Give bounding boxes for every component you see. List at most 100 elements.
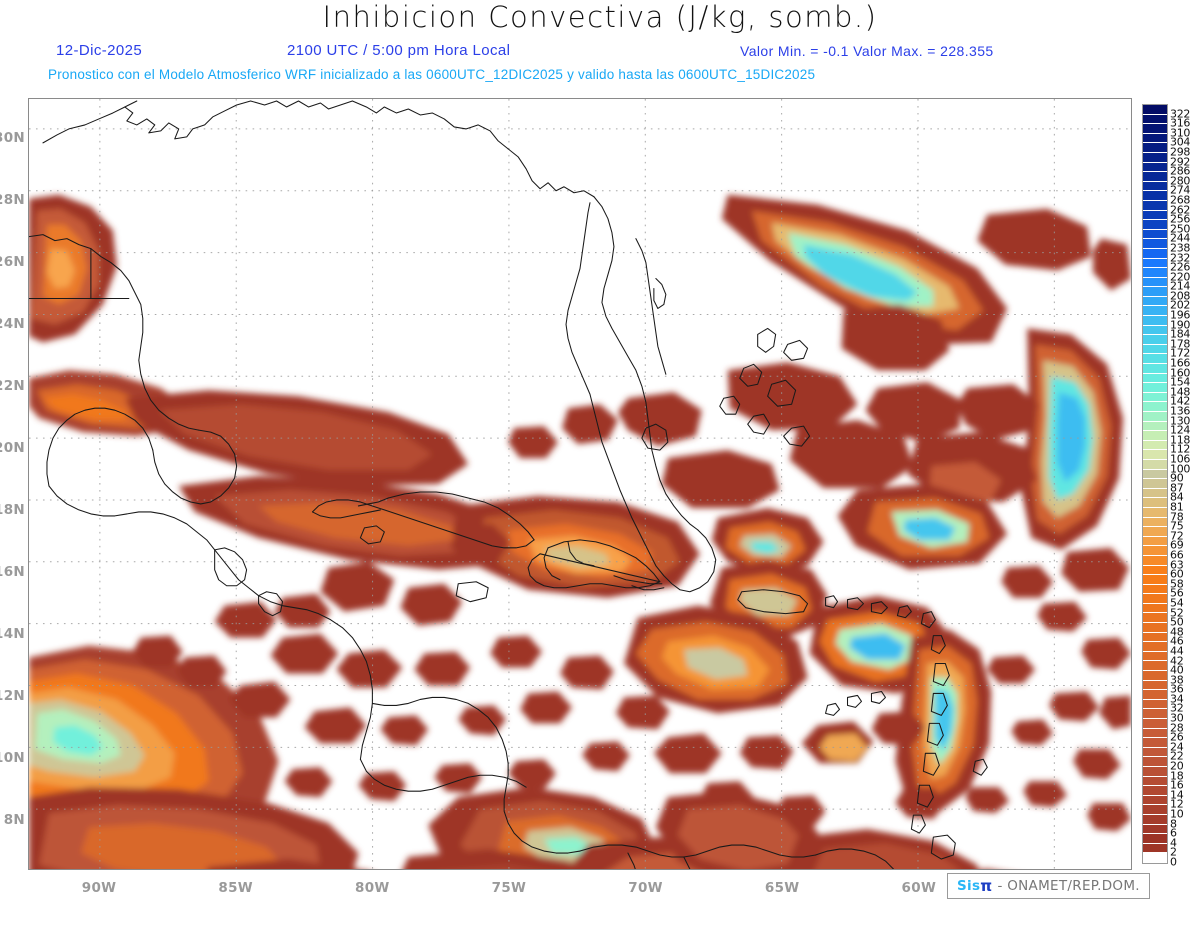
colorbar-band (1143, 105, 1167, 115)
map-canvas[interactable] (28, 98, 1132, 870)
colorbar-band (1143, 546, 1167, 556)
colorbar-band (1143, 450, 1167, 460)
colorbar-tick-label: 78 (1170, 510, 1184, 524)
colorbar-band (1143, 527, 1167, 537)
header-info-row: 12-Dic-2025 2100 UTC / 5:00 pm Hora Loca… (0, 42, 1200, 62)
colorbar-band (1143, 507, 1167, 518)
colorbar-tick-label: 190 (1170, 318, 1191, 332)
colorbar-tick-label: 160 (1170, 366, 1191, 380)
colorbar-band (1143, 316, 1167, 326)
colorbar-band (1143, 114, 1167, 125)
colorbar-tick-label: 292 (1170, 155, 1191, 169)
colorbar-tick-label: 72 (1170, 529, 1184, 543)
colorbar-tick-label: 262 (1170, 203, 1191, 217)
colorbar-band (1143, 172, 1167, 182)
colorbar-tick-label: 124 (1170, 423, 1191, 437)
colorbar-tick-label: 322 (1170, 107, 1191, 121)
colorbar-band (1143, 325, 1167, 336)
colorbar-tick-label: 10 (1170, 807, 1184, 821)
colorbar-band (1143, 766, 1167, 777)
colorbar-tick-label: 84 (1170, 490, 1184, 504)
latitude-tick: 20N (0, 440, 25, 457)
longitude-tick: 70W (628, 880, 663, 896)
colorbar-tick-label: 34 (1170, 692, 1184, 706)
colorbar-tick-label: 26 (1170, 730, 1184, 744)
latitude-tick: 30N (0, 130, 25, 147)
colorbar-band (1143, 335, 1167, 345)
longitude-axis: 90W85W80W75W70W65W60W55W (0, 880, 1200, 902)
colorbar-band (1143, 517, 1167, 528)
colorbar-band (1143, 364, 1167, 374)
colorbar[interactable] (1142, 104, 1168, 864)
colorbar-band (1143, 853, 1167, 863)
map-gridlines (29, 99, 1131, 869)
coastlines (29, 100, 988, 869)
colorbar-band (1143, 814, 1167, 825)
colorbar-band (1143, 383, 1167, 393)
model-subtitle: Pronostico con el Modelo Atmosferico WRF… (48, 67, 816, 82)
colorbar-tick-label: 81 (1170, 500, 1184, 514)
colorbar-tick-label: 226 (1170, 260, 1191, 274)
colorbar-band (1143, 402, 1167, 412)
colorbar-tick-label: 30 (1170, 711, 1184, 725)
colorbar-tick-label: 42 (1170, 654, 1184, 667)
colorbar-tick-label: 280 (1170, 174, 1191, 188)
cin-shaded-field (29, 194, 1131, 869)
colorbar-tick-label: 316 (1170, 116, 1191, 130)
colorbar-band (1143, 632, 1167, 643)
colorbar-tick-label: 118 (1170, 433, 1191, 447)
colorbar-band (1143, 805, 1167, 815)
colorbar-tick-label: 54 (1170, 596, 1184, 610)
longitude-tick: 85W (218, 880, 253, 896)
colorbar-tick-label: 75 (1170, 519, 1184, 533)
colorbar-band (1143, 728, 1167, 739)
colorbar-tick-label: 46 (1170, 634, 1184, 648)
longitude-tick: 65W (764, 880, 800, 896)
agency-label: - ONAMET/REP.DOM. (997, 878, 1140, 894)
colorbar-band (1143, 459, 1167, 470)
colorbar-band (1143, 757, 1167, 767)
colorbar-tick-label: 154 (1170, 375, 1191, 389)
longitude-tick: 80W (355, 880, 390, 896)
colorbar-tick-label: 100 (1170, 462, 1191, 476)
colorbar-band (1143, 344, 1167, 355)
colorbar-tick-label: 0 (1170, 855, 1177, 869)
colorbar-tick-label: 12 (1170, 797, 1184, 811)
colorbar-band (1143, 239, 1167, 249)
colorbar-tick-label: 274 (1170, 183, 1191, 197)
colorbar-tick-label: 172 (1170, 346, 1191, 360)
colorbar-band (1143, 143, 1167, 153)
colorbar-tick-label: 148 (1170, 385, 1191, 399)
colorbar-tick-label: 63 (1170, 558, 1184, 572)
colorbar-band (1143, 431, 1167, 441)
colorbar-tick-label: 142 (1170, 394, 1191, 408)
colorbar-tick-label: 106 (1170, 452, 1191, 466)
colorbar-tick-label: 52 (1170, 606, 1184, 620)
colorbar-band (1143, 680, 1167, 691)
colorbar-band (1143, 623, 1167, 633)
colorbar-band (1143, 719, 1167, 729)
colorbar-tick-label: 24 (1170, 740, 1184, 754)
colorbar-tick-label: 56 (1170, 586, 1184, 600)
colorbar-tick-label: 214 (1170, 279, 1191, 293)
colorbar-band (1143, 824, 1167, 835)
colorbar-tick-label: 130 (1170, 414, 1191, 428)
colorbar-band (1143, 248, 1167, 259)
colorbar-labels: 0 2 4 6 8 10 12 14 16 18 20 22 24 26 28 30 32 34 36 38 40 42 4… (1170, 104, 1200, 867)
colorbar-band (1143, 152, 1167, 163)
colorbar-tick-label: 38 (1170, 673, 1184, 687)
colorbar-band (1143, 843, 1167, 854)
colorbar-band (1143, 536, 1167, 547)
latitude-tick: 18N (0, 502, 25, 519)
colorbar-band (1143, 795, 1167, 806)
sispi-logo-text: Sis (957, 878, 981, 894)
colorbar-band (1143, 603, 1167, 614)
latitude-tick: 22N (0, 378, 25, 395)
attribution-badge: Sis π - ONAMET/REP.DOM. (947, 873, 1150, 899)
colorbar-band (1143, 594, 1167, 604)
colorbar-tick-label: 256 (1170, 212, 1191, 226)
colorbar-band (1143, 786, 1167, 796)
colorbar-band (1143, 191, 1167, 201)
colorbar-tick-label: 2 (1170, 845, 1177, 859)
